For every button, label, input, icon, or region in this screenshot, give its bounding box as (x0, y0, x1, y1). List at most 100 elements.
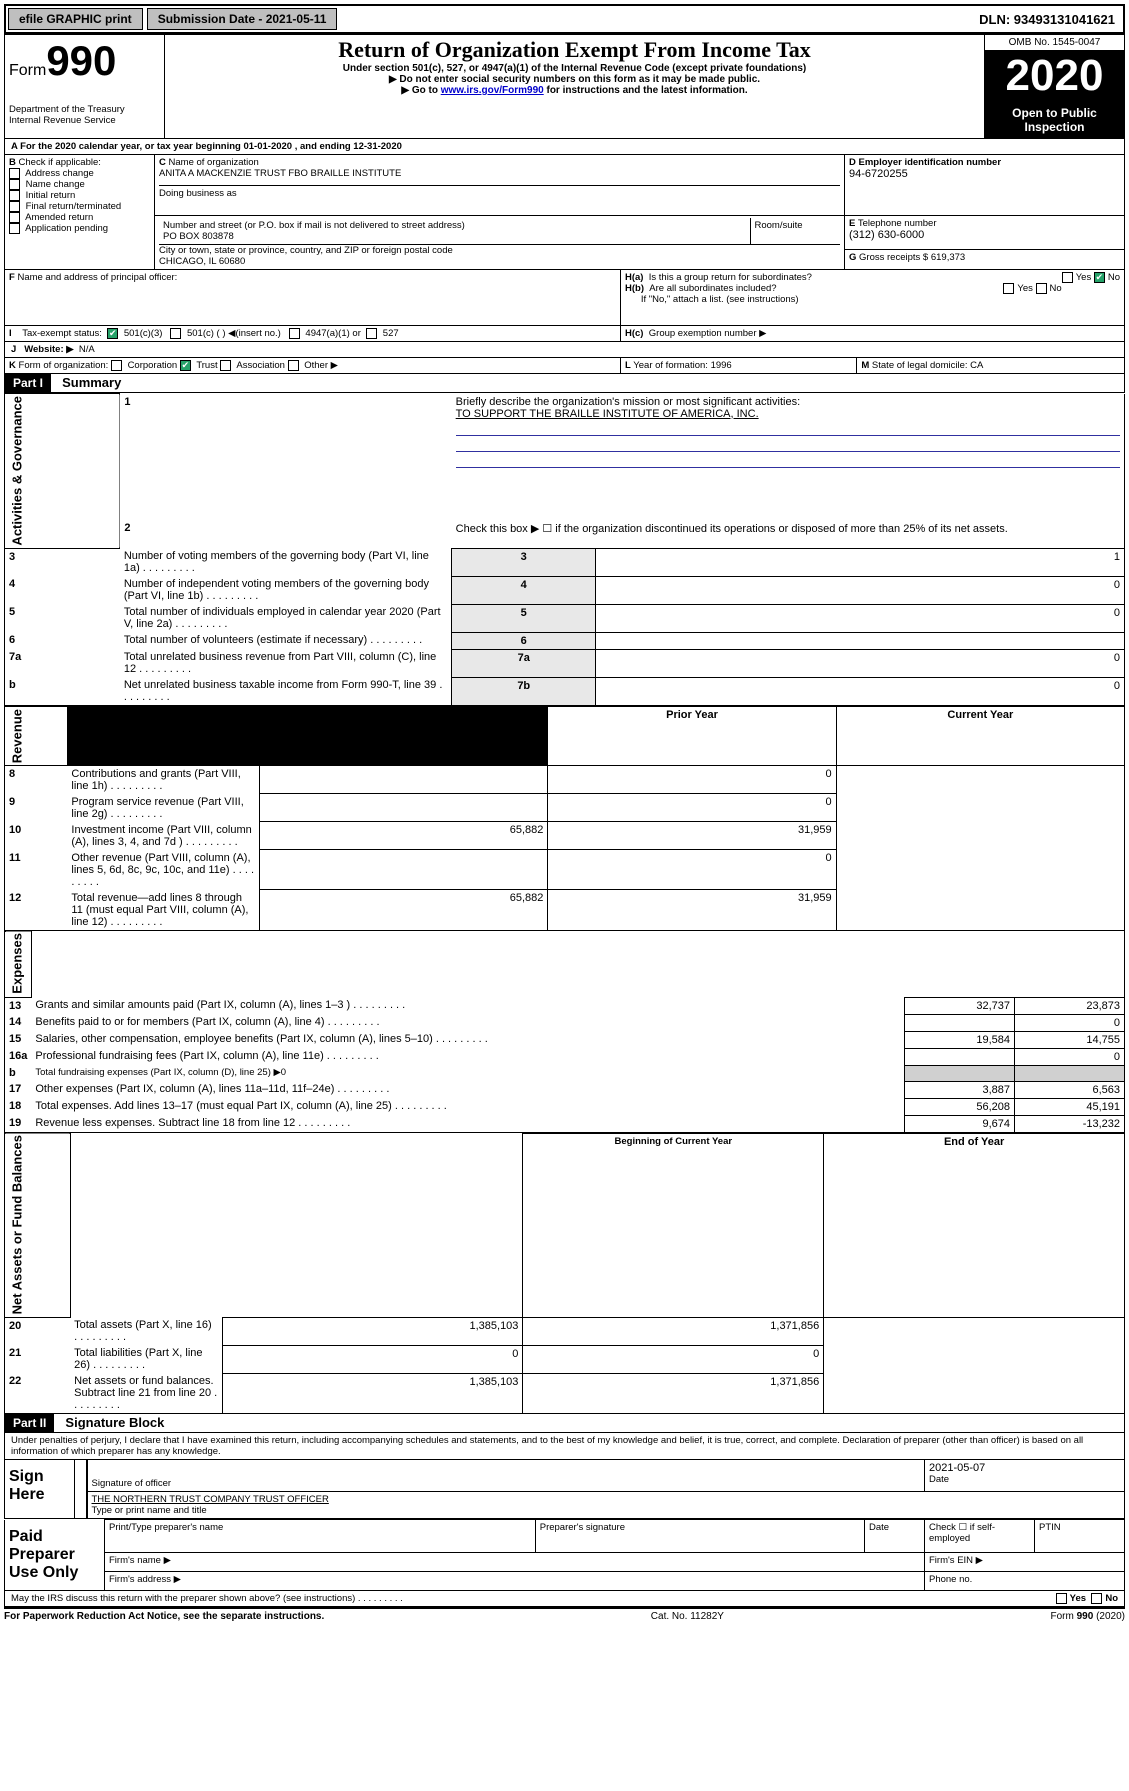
c-label: C (159, 157, 166, 168)
hb-text: Are all subordinates included? (649, 283, 776, 294)
no-label: No (1108, 272, 1120, 283)
type-name-label: Type or print name and title (92, 1505, 1121, 1516)
discuss-no-cb[interactable] (1091, 1593, 1102, 1604)
officer-label: Name and address of principal officer: (17, 272, 177, 283)
ag-row-text: Total number of volunteers (estimate if … (124, 634, 367, 646)
b-label: B (9, 157, 16, 168)
prior-val (260, 850, 548, 890)
g-label: G (849, 252, 856, 263)
sig-officer-label: Signature of officer (92, 1478, 921, 1489)
corp-cb[interactable] (111, 360, 122, 371)
ruled-line (456, 454, 1120, 468)
corp-label: Corporation (128, 360, 178, 371)
discuss-yes-cb[interactable] (1056, 1593, 1067, 1604)
curr-val: -13,232 (1015, 1115, 1125, 1132)
curr-val: 0 (548, 850, 836, 890)
hb-label: H(b) (625, 283, 644, 294)
ag-box: 7a (452, 649, 596, 677)
website-label: Website: ▶ (24, 344, 73, 355)
e-label: E (849, 218, 855, 229)
ag-row-text: Net unrelated business taxable income fr… (124, 679, 436, 691)
cat-no: Cat. No. 11282Y (651, 1611, 724, 1622)
row-text: Total assets (Part X, line 16) (74, 1319, 212, 1331)
section-a-label: A (11, 141, 18, 152)
pra-notice: For Paperwork Reduction Act Notice, see … (4, 1611, 324, 1622)
sig-date-label: Date (929, 1474, 1120, 1485)
527-cb[interactable] (366, 328, 377, 339)
ptin-label: PTIN (1035, 1520, 1125, 1552)
yes-label2: Yes (1017, 283, 1033, 294)
prior-val (260, 794, 548, 822)
curr-val: 14,755 (1015, 1031, 1125, 1048)
street-label: Number and street (or P.O. box if mail i… (163, 220, 465, 231)
d-label: D (849, 157, 856, 168)
row-text: Total expenses. Add lines 13–17 (must eq… (35, 1100, 391, 1112)
curr-val: 6,563 (1015, 1081, 1125, 1098)
assoc-label: Association (236, 360, 285, 371)
b-opt-cb[interactable] (9, 190, 20, 201)
hb-yes-cb[interactable] (1003, 283, 1014, 294)
curr-val: 45,191 (1015, 1098, 1125, 1115)
j-label: J (11, 344, 24, 355)
501c3-cb[interactable] (107, 328, 118, 339)
row-text: Grants and similar amounts paid (Part IX… (35, 999, 350, 1011)
line1-answer: TO SUPPORT THE BRAILLE INSTITUTE OF AMER… (456, 408, 759, 420)
col-curr: Current Year (836, 707, 1124, 766)
row-text: Other revenue (Part VIII, column (A), li… (71, 852, 250, 876)
vlabel-ag: Activities & Governance (5, 394, 120, 549)
col-begin: Beginning of Current Year (523, 1133, 824, 1317)
curr-val: 1,371,856 (523, 1373, 824, 1414)
part2-header: Part II (5, 1414, 54, 1432)
4947-label: 4947(a)(1) or (305, 328, 360, 339)
dept-treasury: Department of the TreasuryInternal Reven… (5, 102, 165, 139)
vlabel-exp: Expenses (5, 931, 32, 997)
501c3-label: 501(c)(3) (124, 328, 163, 339)
ag-box: 5 (452, 604, 596, 632)
trust-label: Trust (196, 360, 217, 371)
ag-row-text: Number of independent voting members of … (124, 578, 429, 602)
trust-cb[interactable] (180, 360, 191, 371)
curr-val: 31,959 (548, 890, 836, 931)
top-bar: efile GRAPHIC print Submission Date - 20… (4, 4, 1125, 34)
ein-label: Employer identification number (859, 157, 1002, 168)
ha-no-cb[interactable] (1094, 272, 1105, 283)
b-opt-cb[interactable] (9, 223, 20, 234)
ruled-line (456, 422, 1120, 436)
form-header: Form990 Return of Organization Exempt Fr… (4, 34, 1125, 139)
ha-yes-cb[interactable] (1062, 272, 1073, 283)
ag-val: 1 (596, 548, 1125, 576)
col-prior: Prior Year (548, 707, 836, 766)
hb-no-cb[interactable] (1036, 283, 1047, 294)
4947-cb[interactable] (289, 328, 300, 339)
curr-val: 0 (1015, 1014, 1125, 1031)
501c-cb[interactable] (170, 328, 181, 339)
state-label: State of legal domicile: (872, 360, 968, 371)
curr-val: 0 (548, 766, 836, 794)
row-text: Professional fundraising fees (Part IX, … (35, 1050, 323, 1062)
ag-val: 0 (596, 604, 1125, 632)
form-label: Form990 (9, 62, 116, 79)
ha-label: H(a) (625, 272, 643, 283)
b-opt-cb[interactable] (9, 212, 20, 223)
no-label2: No (1050, 283, 1062, 294)
l-label: L (625, 360, 631, 371)
irs-link[interactable]: www.irs.gov/Form990 (441, 85, 544, 96)
tax-year: 2020 (985, 51, 1124, 101)
b-opt-cb[interactable] (9, 201, 20, 212)
b-opt-cb[interactable] (9, 179, 20, 190)
org-name-label: Name of organization (169, 157, 259, 168)
prior-val: 1,385,103 (222, 1317, 523, 1345)
other-cb[interactable] (288, 360, 299, 371)
gross-label: Gross receipts $ (859, 252, 928, 263)
b-opt-cb[interactable] (9, 168, 20, 179)
org-name: ANITA A MACKENZIE TRUST FBO BRAILLE INST… (159, 168, 840, 179)
f-label: F (9, 272, 15, 283)
hc-label: H(c) (625, 328, 643, 339)
k-label: K (9, 360, 16, 371)
ha-text: Is this a group return for subordinates? (649, 272, 812, 283)
row-text: Total fundraising expenses (Part IX, col… (35, 1067, 286, 1078)
ag-box: 6 (452, 632, 596, 649)
efile-print-button[interactable]: efile GRAPHIC print (8, 8, 143, 30)
assoc-cb[interactable] (220, 360, 231, 371)
ag-val: 0 (596, 649, 1125, 677)
